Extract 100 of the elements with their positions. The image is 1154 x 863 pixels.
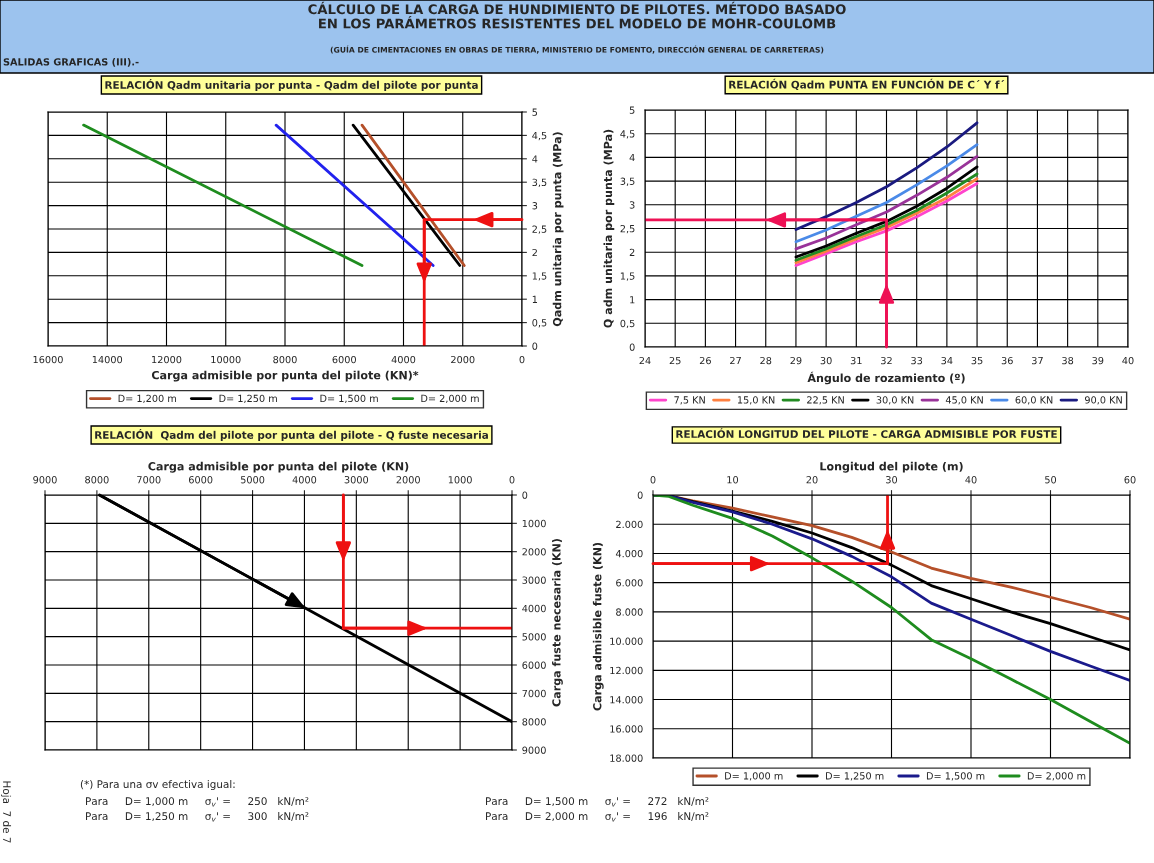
x-tick-label: 3000	[344, 476, 369, 484]
legend-label: D= 2,000 m	[421, 394, 479, 404]
y-tick-label: 2,5	[620, 224, 635, 234]
y-tick-label: 4.000	[615, 549, 643, 558]
y-tick-label: 3,5	[620, 177, 635, 186]
x-tick-label: 0	[519, 355, 525, 364]
y2-tick-label: 2	[532, 248, 537, 257]
y2-tick-label: 7000	[522, 689, 546, 698]
x-tick-label: 1000	[448, 476, 472, 484]
legend-label: D= 1,250 m	[219, 394, 277, 404]
y2-tick-label: 1000	[522, 519, 546, 528]
x-tick-label: 10000	[211, 355, 241, 364]
y2-tick-label: 1	[532, 295, 538, 303]
y2-tick-label: 5000	[522, 633, 546, 641]
x-tick-label: 8000	[85, 476, 109, 484]
y2-tick-label: 9000	[522, 746, 546, 754]
y-tick-label: 0	[637, 491, 643, 499]
x-tick-label: 5000	[240, 476, 265, 484]
text: Para D= 2,000 m σ$_{v}$' = 196 kN/m²	[486, 812, 709, 822]
y2-axis-title: Qadm unitaria por punta (MPa)	[552, 132, 564, 327]
legend-label: D= 1,500 m	[320, 394, 378, 404]
x-tick-label: 16000	[33, 355, 63, 364]
y-tick-label: 14.000	[610, 696, 643, 704]
legend-label: 15,0 KN	[737, 396, 775, 405]
y-tick-label: 3	[629, 201, 635, 209]
x-tick-label: 29	[790, 356, 802, 365]
x-tick-label: 28	[760, 356, 772, 365]
y2-tick-label: 4	[532, 155, 538, 163]
legend-label: 90,0 KN	[1084, 396, 1122, 405]
text: Hoja 7 de 7	[0, 781, 12, 843]
legend-label: D= 1,000 m	[725, 772, 783, 781]
chart-title: RELACIÓN LONGITUD DEL PILOTE - CARGA ADMISIBLE POR FUSTE	[676, 428, 1057, 439]
y2-tick-label: 4,5	[532, 132, 547, 141]
y2-tick-label: 1,5	[532, 272, 547, 281]
y-tick-label: 8.000	[616, 608, 643, 616]
text: SALIDAS GRAFICAS (III).-	[3, 58, 139, 67]
y-tick-label: 16.000	[610, 725, 643, 733]
line-series	[794, 121, 979, 231]
legend-label: 22,5 KN	[807, 396, 844, 405]
y2-tick-label: 3	[532, 202, 538, 210]
legend-label: 30,0 KN	[876, 396, 914, 405]
x-tick-label: 6000	[188, 476, 213, 484]
x-tick-label: 27	[730, 356, 741, 365]
x-tick-label: 40	[965, 476, 977, 484]
y2-tick-label: 3,5	[532, 178, 547, 188]
x-tick-label: 26	[699, 356, 711, 365]
y2-tick-label: 0,5	[532, 319, 547, 328]
x-axis-title: Longitud del pilote (m)	[820, 461, 963, 473]
text: CÁLCULO DE LA CARGA DE HUNDIMIENTO DE PILOTES. MÉTODO BASADO EN LOS PARÁMETROS RESISTENTES DEL MODELO DE MOHR-COULOMB	[308, 1, 846, 29]
x-tick-label: 33	[911, 356, 923, 365]
x-tick-label: 50	[1045, 476, 1057, 484]
chart-title: RELACIÓN Qadm unitaria por punta - Qadm del pilote por punta	[105, 79, 478, 91]
x-tick-label: 4000	[292, 476, 317, 484]
y-tick-label: 5	[629, 106, 635, 114]
legend-label: D= 2,000 m	[1027, 772, 1086, 781]
y2-tick-label: 5	[532, 108, 538, 116]
legend-label: D= 1,500 m	[926, 772, 985, 781]
x-tick-label: 60	[1124, 476, 1136, 484]
y-tick-label: 2	[629, 248, 635, 256]
legend-label: 7,5 KN	[674, 396, 705, 405]
y2-tick-label: 0	[522, 491, 528, 499]
x-tick-label: 14000	[92, 355, 123, 364]
x-tick-label: 6000	[332, 355, 356, 364]
x-tick-label: 7000	[137, 476, 161, 484]
text: Para D= 1,500 m σ$_{v}$' = 272 kN/m²	[486, 797, 709, 807]
y-tick-label: 0	[629, 343, 635, 351]
x-tick-label: 38	[1062, 356, 1074, 365]
y-axis-title: Carga admisible fuste (KN)	[592, 542, 604, 711]
chart-title: RELACIÓN Qadm del pilote por punta del pilote - Q fuste necesaria	[95, 429, 488, 441]
legend-label: 60,0 KN	[1015, 396, 1053, 405]
y-tick-label: 18.000	[610, 754, 643, 762]
text: Para D= 1,000 m σ$_{v}$' = 250 kN/m²	[86, 797, 309, 807]
x-tick-label: 9000	[33, 476, 57, 484]
y2-tick-label: 8000	[522, 718, 546, 726]
text: Para D= 1,250 m σ$_{v}$' = 300 kN/m²	[86, 812, 309, 822]
x-tick-label: 24	[639, 356, 651, 365]
x-tick-label: 10	[727, 476, 739, 484]
x-axis-title: Ángulo de rozamiento (º)	[807, 371, 965, 385]
y-tick-label: 4	[629, 154, 635, 162]
x-tick-label: 12000	[152, 355, 182, 364]
line-series	[794, 155, 979, 251]
y2-axis-title: Carga fuste necesaria (KN)	[552, 538, 563, 707]
x-tick-label: 35	[971, 356, 983, 365]
text: (*) Para una σv efectiva igual:	[80, 780, 235, 791]
chart-title: RELACIÓN Qadm PUNTA EN FUNCIÓN DE C´ Y f´	[729, 78, 1005, 90]
x-tick-label: 40	[1122, 356, 1134, 365]
x-tick-label: 39	[1092, 356, 1104, 365]
line-series	[794, 143, 979, 244]
x-tick-label: 0	[650, 476, 656, 484]
x-tick-label: 30	[820, 356, 832, 365]
y2-tick-label: 0	[532, 342, 538, 350]
y2-tick-label: 3000	[522, 576, 546, 584]
x-tick-label: 34	[941, 356, 953, 365]
y2-tick-label: 2,5	[532, 225, 547, 234]
y-tick-label: 1,5	[620, 272, 635, 281]
y-axis-title: Q adm unitaria por punta (MPa)	[603, 129, 615, 328]
y-tick-label: 6.000	[616, 579, 643, 587]
y2-tick-label: 6000	[522, 661, 546, 669]
x-tick-label: 30	[886, 476, 898, 484]
x-tick-label: 37	[1031, 356, 1043, 365]
